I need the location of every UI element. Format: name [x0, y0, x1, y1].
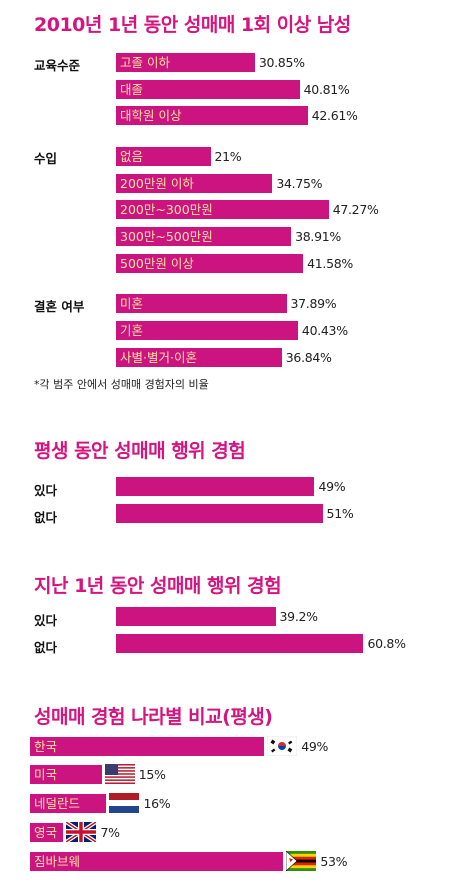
bar-value-label: 38.91%	[295, 229, 341, 244]
bar	[116, 254, 304, 273]
bar-category-label: 없음	[120, 149, 144, 164]
bar	[116, 294, 287, 313]
bar-value-label: 49%	[301, 739, 329, 754]
bar-category-label: 고졸 이하	[120, 55, 170, 70]
bar	[116, 200, 329, 219]
group-label-education: 교육수준	[34, 58, 81, 73]
bar	[116, 174, 273, 193]
bar	[30, 737, 265, 756]
chart-title-4: 성매매 경험 나라별 비교(평생)	[34, 706, 273, 728]
bar	[116, 227, 292, 246]
bar	[116, 477, 315, 496]
group-label-marital: 결혼 여부	[34, 299, 85, 314]
bar-value-label: 51%	[326, 506, 354, 521]
bar-category-label: 500만원 이상	[120, 256, 194, 271]
category-label-lastyear-yes: 있다	[34, 613, 58, 628]
bar	[116, 348, 282, 367]
bar	[30, 852, 284, 871]
bar	[116, 504, 323, 523]
bar-value-label: 53%	[320, 854, 348, 869]
bar-value-label: 49%	[318, 479, 346, 494]
bar	[30, 823, 64, 842]
bar	[116, 321, 298, 340]
bar-value-label: 42.61%	[311, 108, 358, 123]
bar	[116, 147, 211, 166]
bar-value-label: 60.8%	[367, 636, 406, 651]
chart-title-2: 평생 동안 성매매 행위 경험	[34, 440, 246, 462]
bar	[116, 106, 308, 125]
bar-category-label: 미국	[34, 767, 58, 782]
bar-value-label: 37.89%	[290, 296, 337, 311]
bar-category-label: 영국	[34, 825, 58, 840]
usa-flag-icon	[104, 764, 135, 788]
south-korea-flag-icon	[266, 735, 298, 760]
bar-value-label: 47.27%	[332, 202, 379, 217]
chart-title-1: 2010년 1년 동안 성매매 1회 이상 남성	[34, 14, 351, 36]
bar-value-label: 34.75%	[276, 176, 323, 191]
bar-category-label: 대졸	[120, 82, 144, 97]
category-label-lifetime-no: 없다	[34, 510, 58, 525]
bar	[116, 53, 255, 72]
bar-value-label: 40.81%	[303, 82, 350, 97]
zimbabwe-flag-icon	[286, 850, 317, 875]
chart-title-3: 지난 1년 동안 성매매 행위 경험	[34, 575, 282, 597]
bar-category-label: 한국	[34, 739, 58, 754]
uk-flag-icon	[65, 820, 98, 846]
bar	[116, 634, 364, 653]
group-label-income: 수입	[34, 151, 58, 166]
bar	[116, 80, 300, 99]
bar-category-label: 300만~500만원	[120, 229, 213, 244]
bar-category-label: 네덜란드	[34, 796, 81, 811]
bar-value-label: 39.2%	[279, 609, 319, 624]
bar-category-label: 200만~300만원	[120, 202, 213, 217]
bar-category-label: 사별·별거·이혼	[120, 350, 197, 365]
bar-value-label: 41.58%	[307, 256, 353, 271]
category-label-lifetime-yes: 있다	[34, 483, 58, 498]
footnote: *각 범주 안에서 성매매 경험자의 비율	[34, 378, 209, 391]
bar	[30, 794, 107, 813]
bar	[116, 607, 276, 626]
bar-category-label: 기혼	[120, 323, 144, 338]
bar-value-label: 30.85%	[258, 55, 305, 70]
category-label-lastyear-no: 없다	[34, 640, 58, 655]
bar-value-label: 36.84%	[285, 350, 332, 365]
bar-value-label: 7%	[100, 825, 120, 840]
netherlands-flag-icon	[109, 793, 140, 817]
bar-category-label: 미혼	[120, 296, 144, 311]
bar-category-label: 200만원 이하	[120, 176, 194, 191]
bar-value-label: 15%	[138, 767, 166, 782]
bar	[30, 765, 102, 784]
bar-category-label: 대학원 이상	[120, 108, 182, 123]
bar-value-label: 40.43%	[301, 323, 348, 338]
bar-value-label: 16%	[143, 796, 171, 811]
bar-category-label: 짐바브웨	[34, 854, 81, 869]
bar-value-label: 21%	[214, 149, 242, 164]
